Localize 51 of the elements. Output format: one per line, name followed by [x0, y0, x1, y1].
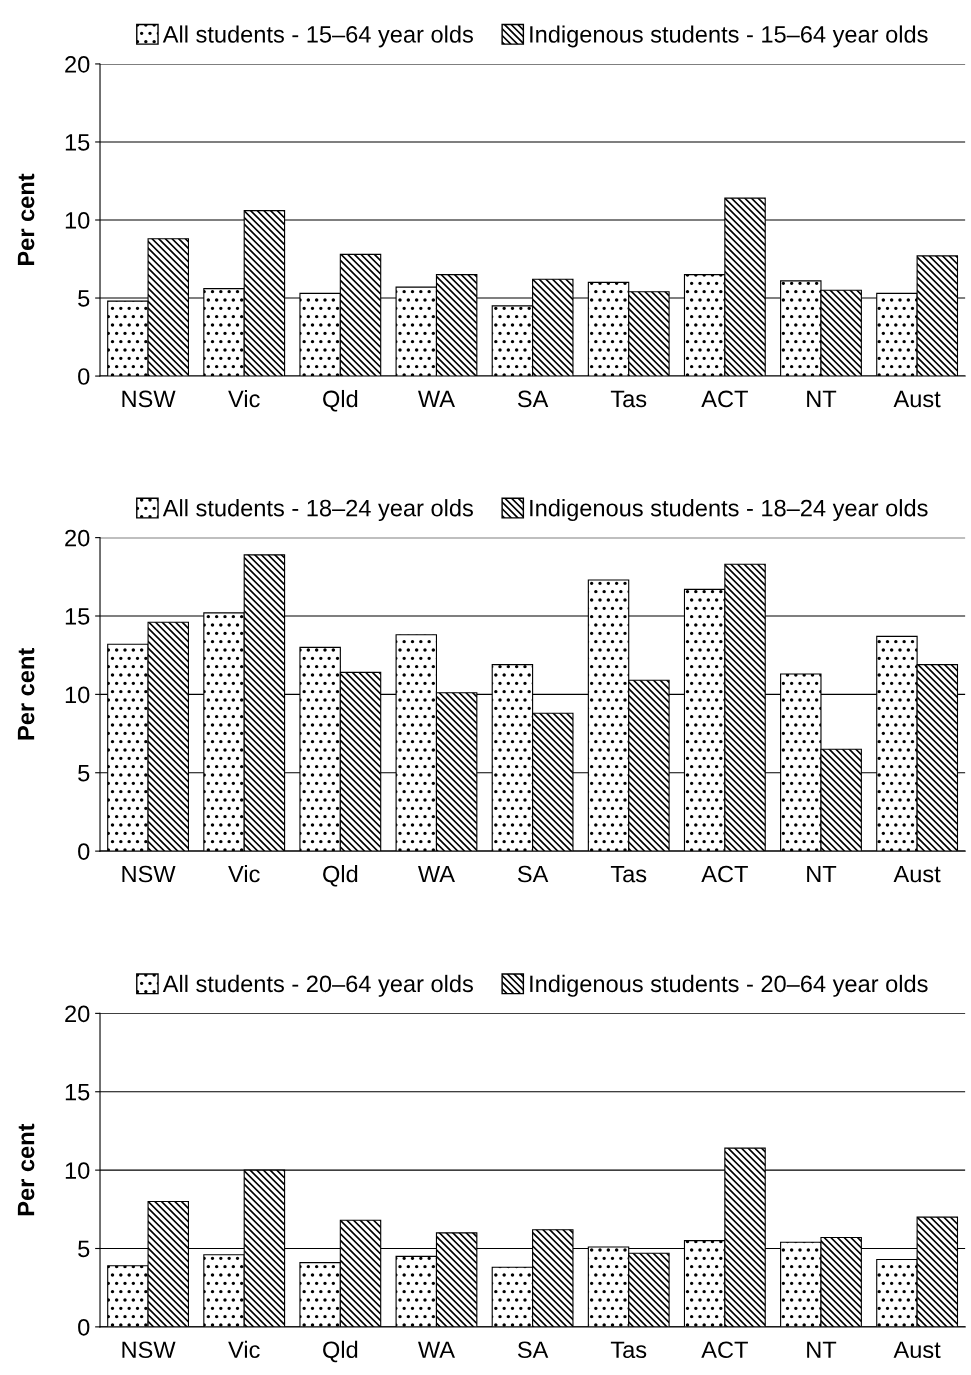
x-tick-label: SA [517, 865, 549, 883]
y-tick-label: 15 [65, 1084, 90, 1101]
x-tick-label: Vic [228, 1340, 260, 1359]
legend-label: Indigenous students - 15–64 year olds [530, 25, 928, 48]
x-tick-label: ACT [701, 390, 748, 408]
x-tick-label: NSW [122, 865, 176, 883]
x-tick-label: Tas [610, 1341, 647, 1359]
y-tick-label: 0 [78, 1318, 90, 1336]
y-tick-label: 0 [78, 843, 90, 860]
x-tick-label: Qld [323, 389, 358, 412]
x-tick-label: Vic [228, 389, 260, 408]
y-tick-label: 10 [65, 212, 90, 229]
x-tick-label: Aust [893, 390, 941, 408]
y-axis-title: Per cent [17, 648, 35, 740]
x-tick-label: NT [807, 1341, 837, 1358]
x-tick-label: Aust [893, 865, 941, 883]
y-tick-label: 5 [78, 765, 90, 782]
y-tick-label: 10 [65, 686, 90, 704]
y-tick-label: 20 [65, 529, 90, 547]
x-tick-label: WA [417, 1341, 455, 1358]
y-tick-label: 15 [65, 608, 90, 625]
y-axis-title: Per cent [17, 173, 35, 266]
legend-label: Indigenous students - 18–24 year olds [530, 499, 928, 522]
y-axis-title: Per cent [17, 1123, 35, 1216]
y-tick-label: 20 [65, 1005, 90, 1023]
x-tick-label: NT [807, 390, 837, 408]
x-tick-label: Qld [323, 865, 358, 887]
x-tick-label: Qld [323, 1340, 358, 1363]
legend-label: All students - 20–64 year olds [162, 974, 473, 997]
x-tick-label: Vic [228, 865, 260, 883]
x-tick-label: Tas [610, 865, 647, 883]
y-tick-label: 0 [78, 368, 90, 385]
legend-label: All students - 18–24 year olds [162, 499, 473, 522]
y-tick-label: 20 [65, 56, 90, 73]
x-tick-label: NT [807, 865, 837, 883]
x-tick-label: WA [417, 865, 455, 883]
x-tick-label: NSW [122, 1341, 176, 1359]
y-tick-label: 5 [78, 1240, 90, 1258]
x-tick-label: SA [517, 1341, 549, 1359]
x-tick-label: SA [517, 390, 549, 408]
y-tick-label: 15 [65, 134, 90, 151]
y-tick-label: 10 [65, 1162, 90, 1179]
legend-label: Indigenous students - 20–64 year olds [530, 974, 928, 997]
x-tick-label: ACT [701, 1341, 748, 1359]
x-tick-label: Tas [610, 390, 647, 408]
y-tick-label: 5 [78, 290, 90, 307]
x-tick-label: ACT [701, 865, 748, 883]
x-tick-label: Aust [893, 1341, 941, 1359]
legend-label: All students - 15–64 year olds [162, 25, 473, 48]
x-tick-label: WA [417, 390, 455, 408]
x-tick-label: NSW [122, 390, 176, 408]
